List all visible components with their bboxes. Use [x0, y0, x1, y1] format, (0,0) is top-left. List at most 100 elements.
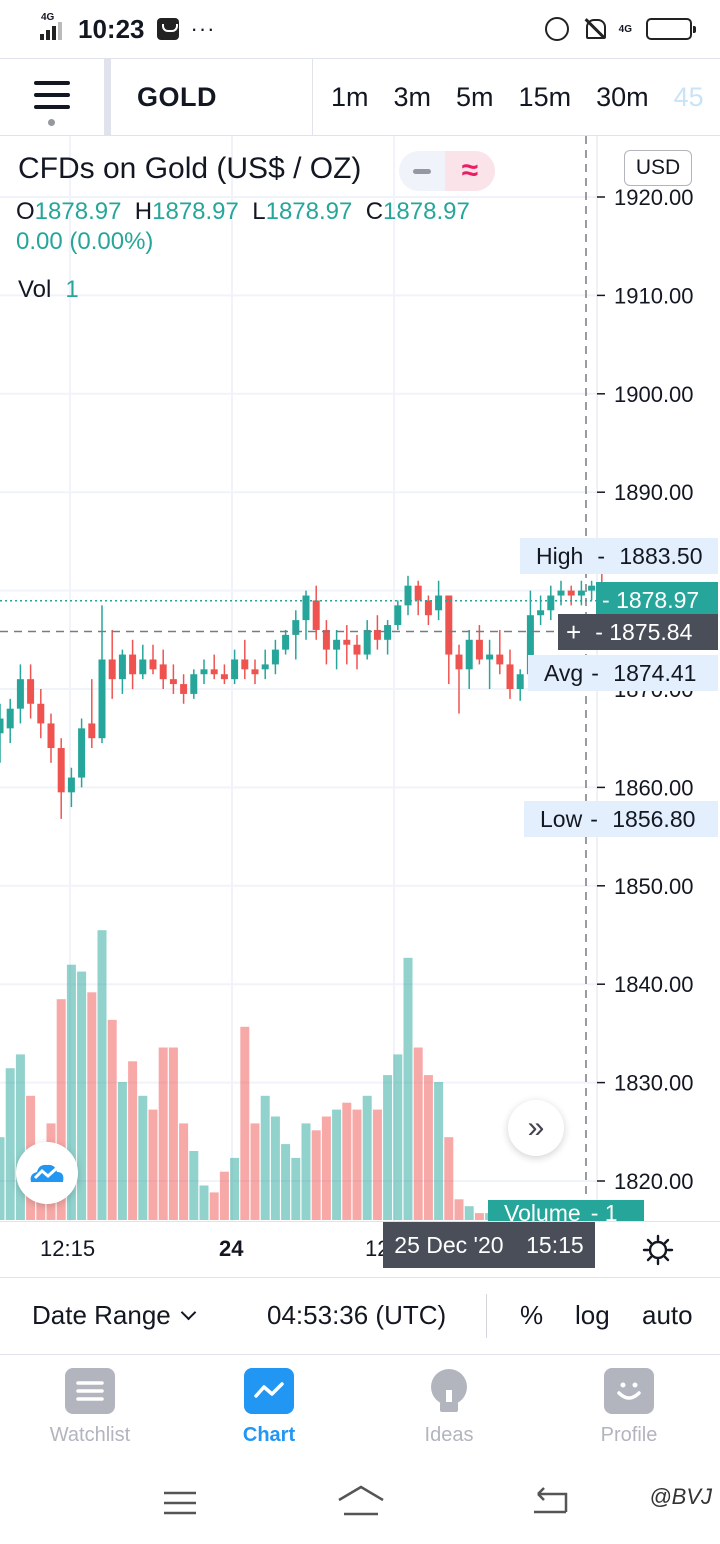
price-tick-label: 1910.00 — [614, 283, 694, 308]
price-tick-label: 1820.00 — [614, 1169, 694, 1194]
interval-3m[interactable]: 3m — [393, 81, 432, 112]
price-tick-label: 1850.00 — [614, 874, 694, 899]
volume-bar — [301, 1123, 311, 1220]
high-value: 1878.97 — [152, 198, 239, 225]
low-value: 1878.97 — [265, 198, 353, 225]
collapse-legend-button[interactable] — [399, 151, 445, 191]
candle-body — [180, 684, 188, 694]
home-icon[interactable] — [336, 1484, 386, 1518]
volume-bar — [454, 1199, 464, 1220]
interval-1m[interactable]: 1m — [331, 81, 369, 112]
volume-bar — [138, 1095, 148, 1220]
interval-30m[interactable]: 30m — [596, 81, 649, 112]
volume-bar — [0, 1137, 5, 1220]
candle-body — [16, 679, 24, 709]
candle-body — [149, 659, 157, 670]
candle-body — [0, 718, 4, 734]
candle-body — [506, 664, 514, 689]
date-range-button[interactable]: Date Range — [32, 1300, 197, 1331]
candle-body — [435, 595, 443, 611]
tab-watchlist[interactable]: Watchlist — [20, 1368, 160, 1447]
candle-body — [322, 629, 330, 650]
candle-body — [47, 723, 55, 749]
candle-body — [414, 585, 422, 601]
volume-bar — [56, 999, 66, 1220]
auto-scale-toggle[interactable]: auto — [642, 1300, 693, 1330]
candle-body — [445, 595, 453, 655]
candle-body — [353, 644, 361, 655]
candle-body — [567, 590, 575, 596]
candle-body — [118, 654, 126, 680]
volume-bar — [199, 1185, 209, 1220]
candle-body — [261, 664, 269, 670]
more-notifications-icon: ··· — [190, 16, 216, 41]
scroll-to-realtime-button[interactable]: » — [508, 1100, 564, 1156]
message-icon — [156, 18, 179, 40]
candle-body — [78, 728, 86, 778]
volume-bar — [158, 1047, 168, 1220]
volume-bar — [97, 930, 107, 1220]
candle-body — [241, 659, 249, 670]
percent-scale-toggle[interactable]: % — [520, 1300, 544, 1330]
volume-bar — [230, 1157, 240, 1220]
candle-body — [108, 659, 116, 680]
candle-body — [363, 629, 371, 655]
candle-body — [455, 654, 463, 670]
interval-45m[interactable]: 45 — [673, 81, 704, 112]
utc-clock[interactable]: 04:53:36 (UTC) — [267, 1300, 447, 1330]
volume-legend[interactable]: Vol 1 — [18, 276, 79, 303]
avg-price-badge: Avg - 1874.41 — [528, 655, 718, 691]
volume-bar — [209, 1192, 219, 1220]
candle-body — [220, 674, 228, 680]
log-scale-toggle[interactable]: log — [575, 1300, 610, 1330]
candle-body — [496, 654, 504, 665]
chart-controls-bar: Date Range 04:53:36 (UTC) % log auto — [0, 1277, 720, 1355]
volume-bar — [362, 1095, 372, 1220]
back-icon[interactable] — [530, 1484, 570, 1518]
volume-bar — [270, 1116, 280, 1220]
signal-icon: 4G — [38, 12, 68, 44]
volume-bar — [281, 1144, 291, 1220]
volume-bar — [66, 964, 76, 1220]
open-value: 1878.97 — [34, 198, 122, 225]
interval-15m[interactable]: 15m — [518, 81, 572, 112]
status-time: 10:23 — [78, 13, 145, 44]
bottom-tab-bar: Watchlist Chart Ideas Profile — [0, 1356, 720, 1466]
candle-body — [210, 669, 218, 675]
price-tick-label: 1900.00 — [614, 382, 694, 407]
candle-body — [384, 625, 392, 640]
volume-bar — [464, 1206, 474, 1220]
time-label-24: 24 — [219, 1236, 244, 1261]
tab-chart[interactable]: Chart — [199, 1368, 339, 1447]
volume-bar — [219, 1171, 229, 1220]
candle-body — [373, 629, 381, 640]
candle-body — [27, 679, 35, 704]
tab-ideas[interactable]: Ideas — [379, 1368, 519, 1447]
settings-gear-icon[interactable] — [642, 1234, 674, 1266]
volume-bar — [321, 1116, 331, 1220]
candle-body — [526, 615, 534, 675]
alarm-icon — [544, 17, 569, 41]
candle-body — [129, 654, 137, 675]
candle-body — [159, 664, 167, 680]
recent-apps-icon[interactable] — [162, 1488, 198, 1518]
volume-bar — [393, 1054, 403, 1220]
symbol-selector[interactable]: GOLD — [111, 59, 313, 135]
candle-body — [424, 600, 432, 616]
candle-body — [312, 600, 320, 630]
volume-bar — [413, 1047, 423, 1220]
chart-icon — [244, 1368, 294, 1414]
crosshair-time-badge: 25 Dec '20 15:15 — [383, 1222, 595, 1268]
indicator-icon[interactable]: ≈ — [445, 151, 495, 191]
menu-button[interactable] — [0, 59, 105, 135]
price-tick-label: 1890.00 — [614, 480, 694, 505]
interval-5m[interactable]: 5m — [456, 81, 494, 112]
chart-toolbar: GOLD 1m 3m 5m 15m 30m 45 — [0, 58, 720, 136]
candle-body — [282, 634, 290, 650]
menu-indicator-dot — [48, 119, 55, 126]
tab-profile[interactable]: Profile — [559, 1368, 699, 1447]
time-axis[interactable] — [0, 1221, 720, 1277]
currency-button[interactable]: USD — [624, 150, 692, 186]
tradingview-logo-button[interactable] — [16, 1142, 78, 1204]
mute-icon — [583, 17, 606, 41]
